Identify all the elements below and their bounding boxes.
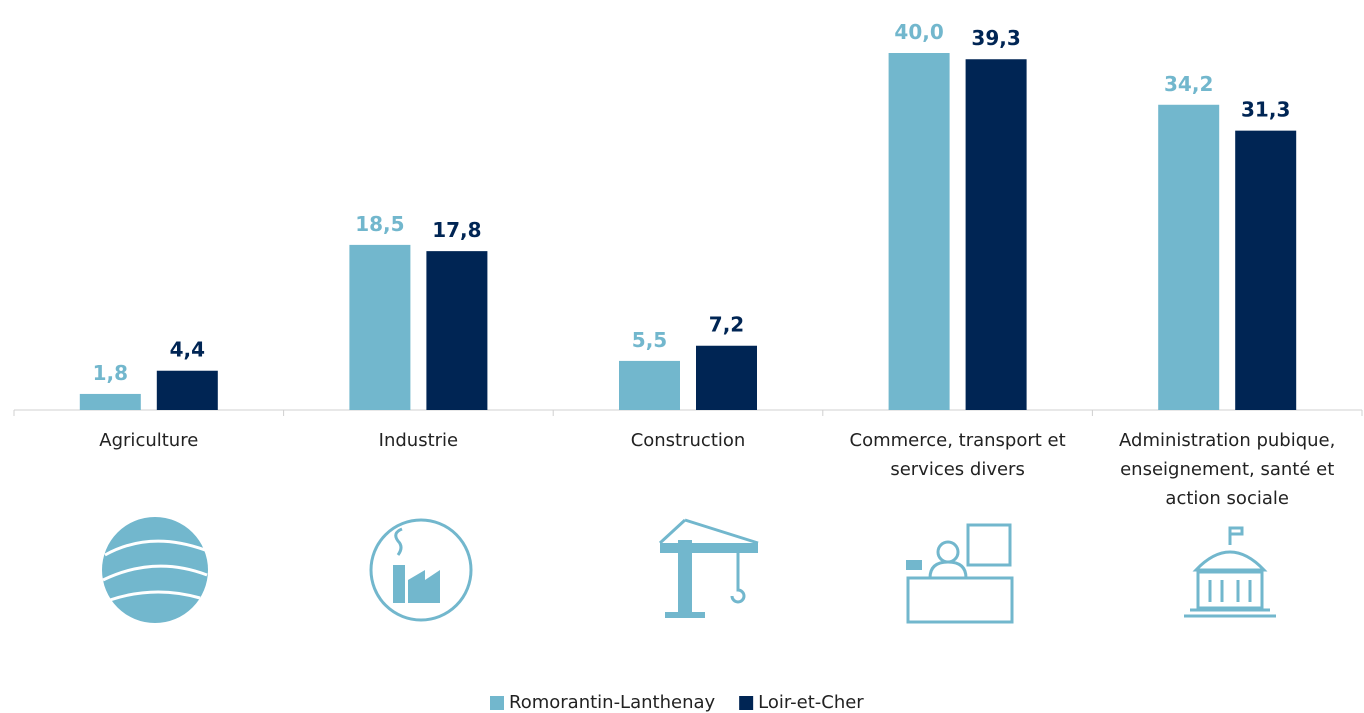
legend-swatch	[739, 696, 754, 710]
bar	[1235, 130, 1297, 410]
value-label: 5,5	[632, 328, 667, 352]
x-tick-label: Commerce, transport et services divers	[849, 430, 1066, 480]
value-label: 17,8	[432, 218, 481, 242]
x-tick-label: Administration pubique, enseignement, sa…	[1119, 430, 1336, 509]
value-label: 1,8	[93, 361, 128, 385]
bar	[888, 53, 950, 410]
icon-industry	[369, 518, 473, 622]
x-tick-label: Industrie	[378, 430, 459, 451]
value-label: 18,5	[355, 212, 404, 236]
bar	[79, 393, 141, 410]
value-label: 4,4	[170, 338, 205, 362]
icon-construction	[658, 518, 759, 618]
bar	[696, 345, 757, 410]
icons	[102, 517, 1276, 624]
icon-commerce	[906, 523, 1014, 624]
value-label: 31,3	[1241, 98, 1290, 122]
bar	[349, 244, 411, 410]
x-tick-label: Agriculture	[99, 430, 199, 451]
bar	[426, 251, 488, 410]
bar	[1158, 104, 1220, 410]
bar	[619, 360, 680, 410]
bar	[156, 370, 218, 410]
legend-swatch	[490, 696, 504, 710]
icon-agriculture	[102, 517, 208, 623]
legend-label: Loir-et-Cher	[758, 692, 864, 713]
legend-label: Romorantin-Lanthenay	[509, 692, 716, 713]
x-tick-label: Construction	[630, 430, 746, 451]
value-label: 34,2	[1164, 72, 1213, 96]
value-label: 7,2	[709, 313, 744, 337]
bar	[965, 59, 1027, 411]
value-label: 39,3	[971, 26, 1020, 50]
value-label: 40,0	[894, 20, 943, 44]
icon-administration	[1184, 526, 1276, 618]
